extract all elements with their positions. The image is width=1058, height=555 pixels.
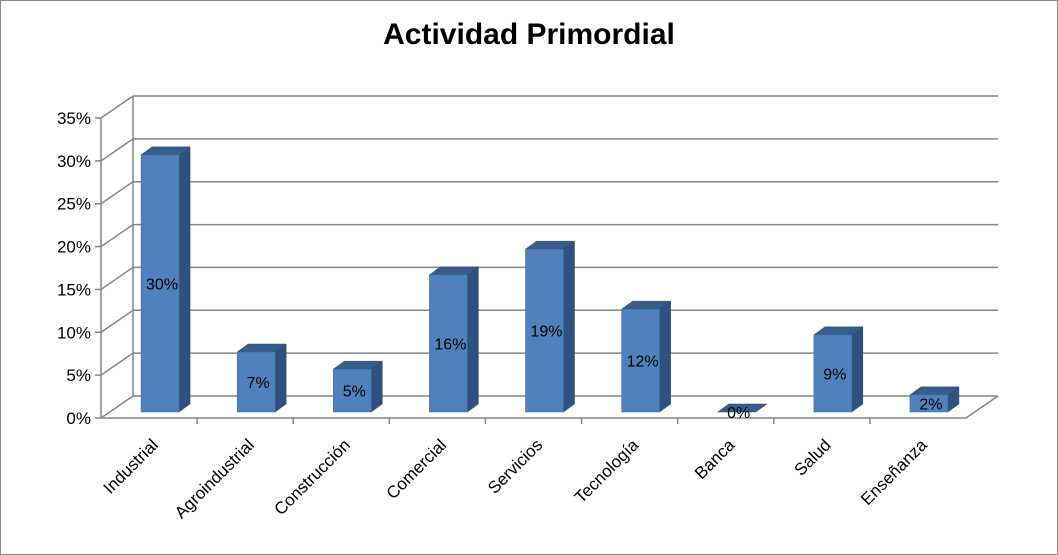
- bar-group: 0%: [716, 403, 768, 422]
- gridline-diagonal: [100, 223, 134, 248]
- bar-side: [371, 360, 383, 413]
- gridline-diagonal: [100, 309, 134, 333]
- bar-side: [178, 146, 191, 413]
- bar-group: 2%: [909, 386, 960, 413]
- bar-group: 30%: [140, 146, 191, 413]
- data-label: 19%: [530, 324, 562, 341]
- y-tick-labels: 0% 5% 10% 15% 20% 25% 30% 35%: [57, 109, 91, 428]
- data-label: 0%: [727, 405, 750, 422]
- data-label: 5%: [343, 384, 366, 401]
- gridline-diagonal: [100, 181, 134, 205]
- bar-side: [659, 300, 671, 413]
- category-labels: Industrial Agroindustrial Construcción Come…: [100, 435, 931, 522]
- y-tick-label: 15%: [57, 280, 91, 299]
- bar-group: 12%: [620, 300, 672, 413]
- data-label: 9%: [823, 366, 846, 383]
- chart-title: Actividad Primordial: [383, 18, 675, 51]
- gridline-diagonal: [100, 138, 134, 162]
- gridline-diagonal: [100, 395, 134, 419]
- bar: [429, 274, 468, 413]
- category-label: Salud: [790, 435, 834, 479]
- bar-group: 7%: [236, 343, 287, 413]
- y-tick-label: 0%: [66, 409, 91, 428]
- bar: [909, 394, 949, 413]
- bar-side: [467, 266, 479, 413]
- data-label: 2%: [919, 396, 942, 413]
- y-tick-label: 20%: [57, 238, 91, 257]
- gridline-diagonal: [100, 95, 134, 119]
- gridline-diagonal: [100, 352, 134, 376]
- bar: [140, 154, 180, 413]
- bars: 30% 7% 5% 16% 19% 12% 0% 9% 2%: [140, 146, 960, 422]
- bar-group: 16%: [428, 266, 480, 413]
- y-tick-label: 25%: [57, 195, 91, 214]
- category-label: Agroindustrial: [171, 435, 258, 522]
- y-tick-label: 10%: [57, 323, 91, 342]
- data-label: 16%: [434, 336, 466, 353]
- y-tick-label: 30%: [57, 152, 91, 171]
- bar: [333, 368, 372, 413]
- bar-side: [274, 343, 287, 413]
- category-label: Tecnología: [571, 435, 643, 507]
- bar-top: [716, 403, 768, 413]
- bar: [236, 351, 276, 413]
- gridline-diagonal: [100, 266, 134, 291]
- category-label: Enseñanza: [857, 435, 931, 509]
- bar-group: 19%: [524, 240, 576, 413]
- bar-side: [563, 240, 575, 413]
- bar: [813, 334, 853, 413]
- category-label: Comercial: [383, 435, 451, 503]
- category-label: Banca: [691, 435, 739, 483]
- bar: [621, 308, 660, 413]
- category-label: Construcción: [271, 435, 355, 519]
- data-label: 12%: [627, 354, 659, 371]
- data-label: 7%: [247, 375, 270, 392]
- category-label: Servicios: [484, 435, 546, 497]
- y-tick-label: 5%: [66, 366, 91, 385]
- bar-group: 9%: [813, 326, 864, 413]
- y-tick-label: 35%: [57, 109, 91, 128]
- data-label: 30%: [146, 276, 178, 293]
- bar: [525, 248, 564, 413]
- bar-side: [851, 326, 864, 413]
- category-label: Industrial: [100, 435, 162, 497]
- floor-right-edge: [965, 395, 999, 419]
- bar-group: 5%: [332, 360, 384, 413]
- axes: [95, 117, 999, 424]
